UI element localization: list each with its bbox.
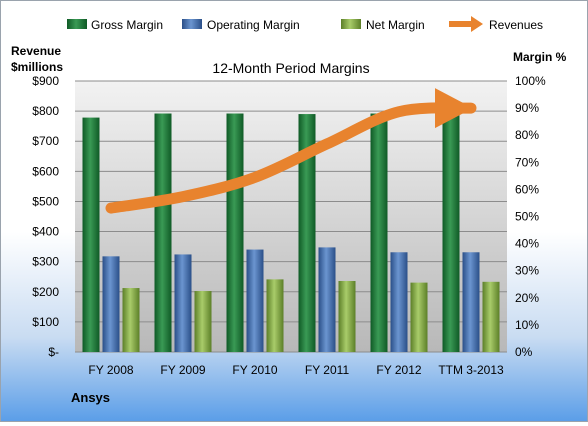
- revenue-point: [326, 143, 328, 145]
- right-tick-label: 90%: [515, 101, 539, 115]
- revenues-arrowhead: [435, 88, 473, 129]
- left-tick-label: $100: [32, 315, 59, 329]
- gross-margin-bar: [298, 114, 316, 352]
- legend-label-operating-margin: Operating Margin: [207, 18, 300, 32]
- legend-swatch-gross-margin: [67, 19, 87, 29]
- x-tick-label: FY 2009: [160, 363, 205, 377]
- operating-margin-bar: [390, 252, 408, 352]
- net-margin-bar: [338, 280, 356, 352]
- right-tick-label: 60%: [515, 182, 539, 196]
- company-label: Ansys: [71, 390, 110, 405]
- gross-margin-bar: [226, 113, 244, 353]
- right-tick-label: 0%: [515, 345, 533, 359]
- left-tick-label: $700: [32, 134, 59, 148]
- x-tick-label: TTM 3-2013: [438, 363, 504, 377]
- x-tick-label: FY 2010: [232, 363, 277, 377]
- operating-margin-bar: [174, 254, 192, 352]
- x-tick-label: FY 2012: [376, 363, 421, 377]
- operating-margin-bar: [462, 252, 480, 352]
- gross-margin-bar: [154, 113, 172, 353]
- net-margin-bar: [266, 279, 284, 352]
- legend-swatch-net-margin: [341, 19, 361, 29]
- gridlines: [75, 80, 507, 353]
- left-axis-label-line1: Revenue: [11, 44, 61, 58]
- chart-title: 12-Month Period Margins: [212, 60, 369, 76]
- bars: [82, 113, 500, 353]
- legend: Gross Margin Operating Margin Net Margin…: [67, 16, 543, 32]
- left-tick-label: $-: [48, 345, 59, 359]
- revenue-point: [110, 207, 112, 209]
- net-margin-bar: [122, 288, 140, 352]
- x-axis-ticks: FY 2008 FY 2009 FY 2010 FY 2011 FY 2012 TTM 3…: [88, 363, 504, 377]
- net-margin-bar: [194, 291, 212, 352]
- operating-margin-bar: [246, 249, 264, 352]
- right-tick-label: 40%: [515, 237, 539, 251]
- left-tick-label: $900: [32, 74, 59, 88]
- gross-margin-bar: [370, 113, 388, 353]
- x-tick-label: FY 2008: [88, 363, 133, 377]
- left-axis-label-line2: $millions: [11, 60, 63, 74]
- net-margin-bar: [410, 282, 428, 352]
- operating-margin-bar: [102, 256, 120, 352]
- revenue-point: [182, 196, 184, 198]
- legend-label-gross-margin: Gross Margin: [91, 18, 163, 32]
- legend-label-net-margin: Net Margin: [366, 18, 425, 32]
- right-tick-label: 10%: [515, 318, 539, 332]
- right-tick-label: 100%: [515, 74, 546, 88]
- left-tick-label: $800: [32, 104, 59, 118]
- left-axis-ticks: $- $100 $200 $300 $400 $500 $600 $700 $800 $900: [32, 74, 59, 359]
- legend-label-revenues: Revenues: [489, 18, 543, 32]
- right-axis-label: Margin %: [513, 50, 567, 64]
- right-tick-label: 30%: [515, 264, 539, 278]
- right-axis-ticks: 0% 10% 20% 30% 40% 50% 60% 70% 80% 90% 100%: [515, 74, 546, 359]
- legend-swatch-revenues: [449, 16, 483, 32]
- right-tick-label: 20%: [515, 291, 539, 305]
- revenue-point: [470, 107, 472, 109]
- left-tick-label: $300: [32, 255, 59, 269]
- operating-margin-bar: [318, 247, 336, 352]
- right-tick-label: 80%: [515, 128, 539, 142]
- legend-swatch-operating-margin: [182, 19, 202, 29]
- revenues-line: [105, 102, 477, 214]
- x-tick-label: FY 2011: [305, 363, 350, 377]
- right-tick-label: 70%: [515, 155, 539, 169]
- right-tick-label: 50%: [515, 210, 539, 224]
- net-margin-bar: [482, 281, 500, 352]
- left-tick-label: $500: [32, 194, 59, 208]
- revenue-point: [254, 176, 256, 178]
- gross-margin-bar: [442, 113, 460, 353]
- revenue-line-group: [105, 88, 477, 214]
- left-tick-label: $200: [32, 285, 59, 299]
- left-tick-label: $600: [32, 164, 59, 178]
- left-tick-label: $400: [32, 225, 59, 239]
- gross-margin-bar: [82, 117, 100, 353]
- revenue-point: [398, 111, 400, 113]
